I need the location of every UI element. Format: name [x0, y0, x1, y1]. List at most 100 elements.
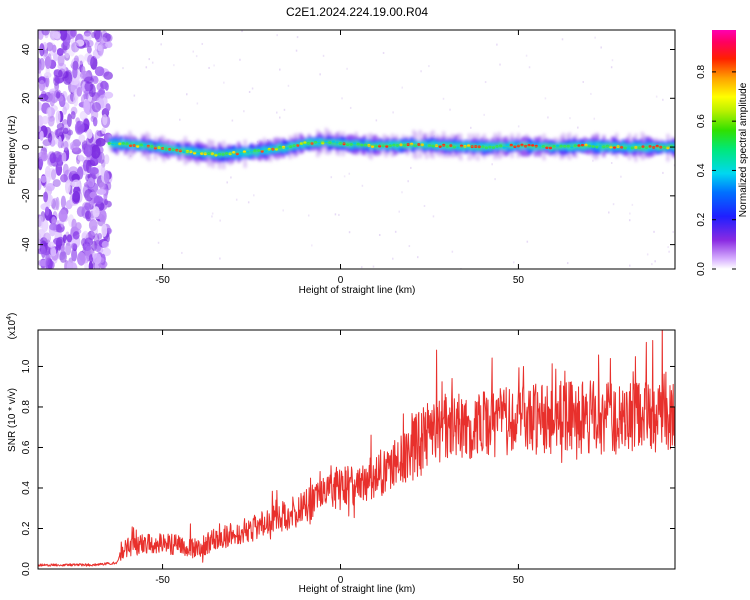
- noise-dot: [219, 219, 221, 222]
- noise-dot: [610, 66, 613, 69]
- ridge-cell: [493, 144, 497, 147]
- noise-dot: [235, 198, 238, 201]
- noise-blob: [41, 115, 49, 125]
- noise-dot: [256, 140, 259, 143]
- noise-blob: [81, 65, 86, 76]
- ridge-cell: [162, 146, 166, 152]
- ridge-cell: [305, 140, 309, 144]
- noise-blob: [61, 151, 67, 164]
- spectrogram-y-tick-label: -40: [21, 237, 32, 252]
- noise-dot: [566, 262, 569, 265]
- ridge-cell: [237, 150, 241, 156]
- noise-blob: [75, 39, 85, 47]
- noise-dot: [276, 34, 278, 37]
- ridge-hotspot: [317, 141, 321, 145]
- noise-blob: [99, 42, 104, 57]
- noise-blob: [45, 253, 50, 266]
- ridge-cell: [301, 141, 305, 149]
- noise-dot: [667, 246, 669, 249]
- noise-dot: [544, 97, 547, 100]
- ridge-cell: [130, 142, 134, 146]
- ridge-midline: [109, 141, 675, 155]
- ridge-cell: [613, 143, 617, 148]
- noise-dot: [295, 49, 298, 52]
- ridge-cell: [555, 146, 559, 150]
- noise-dot: [629, 212, 631, 215]
- ridge-cell: [312, 142, 315, 147]
- noise-blob: [71, 218, 77, 231]
- noise-blob: [70, 242, 78, 250]
- noise-blob: [38, 215, 44, 229]
- noise-blob: [87, 177, 95, 188]
- noise-dot: [247, 201, 250, 204]
- spectrogram-x-tick-label: -50: [155, 275, 170, 286]
- noise-dot: [612, 203, 615, 206]
- noise-blob: [84, 259, 89, 269]
- noise-blob: [43, 232, 52, 244]
- noise-dot: [517, 125, 520, 128]
- noise-blob: [53, 69, 59, 77]
- spectrogram-heatmap: [38, 30, 675, 269]
- noise-blob: [52, 179, 61, 187]
- noise-dot: [491, 163, 493, 166]
- ridge-hotspot: [249, 150, 254, 153]
- noise-dot: [279, 68, 281, 71]
- noise-blob: [82, 32, 92, 42]
- ridge-cell: [544, 143, 548, 148]
- snr-y-tick-label: 0.2: [21, 521, 32, 535]
- ridge-hotspot: [627, 146, 631, 150]
- ridge-hotspot: [609, 145, 613, 149]
- noise-blob: [55, 196, 60, 211]
- noise-blob: [90, 144, 101, 159]
- noise-dot: [186, 93, 188, 96]
- ridge-hotspot: [378, 144, 382, 148]
- noise-dot: [231, 119, 234, 122]
- ridge-cell: [534, 144, 538, 151]
- noise-blob: [62, 71, 73, 85]
- ridge-hotspot: [577, 144, 581, 148]
- ridge-cell: [297, 141, 301, 147]
- ridge-cell: [273, 147, 277, 153]
- noise-dot: [407, 180, 409, 183]
- noise-dot: [569, 117, 571, 120]
- spectrogram-x-tick-label: 0: [338, 275, 344, 286]
- noise-blob: [72, 231, 80, 240]
- spectrogram-ridge: [109, 127, 675, 170]
- ridge-cell: [546, 144, 550, 148]
- noise-dot: [157, 241, 160, 244]
- noise-blob: [71, 42, 80, 53]
- noise-blob: [89, 167, 99, 175]
- ridge-cell: [331, 142, 335, 146]
- ridge-cell: [312, 137, 315, 147]
- noise-dot: [525, 54, 528, 57]
- noise-blob: [52, 52, 58, 62]
- ridge-cell: [416, 144, 420, 148]
- noise-blob: [50, 169, 57, 181]
- spectrogram-y-tick-label: 20: [21, 92, 32, 104]
- noise-blob: [72, 191, 81, 203]
- ridge-cell: [610, 144, 614, 148]
- noise-blob: [44, 206, 50, 216]
- ridge-cell: [593, 142, 597, 148]
- noise-blob: [45, 42, 54, 52]
- noise-dot: [348, 172, 351, 175]
- noise-blob: [101, 127, 106, 135]
- noise-dot: [239, 58, 241, 61]
- noise-dot: [416, 256, 419, 259]
- ridge-cell: [585, 144, 589, 149]
- ridge-cell: [414, 142, 418, 146]
- noise-blob: [71, 142, 80, 152]
- noise-dot: [577, 126, 579, 129]
- noise-blob: [60, 244, 65, 253]
- noise-dot: [628, 219, 631, 222]
- noise-blob: [63, 140, 69, 151]
- noise-dot: [287, 84, 290, 87]
- ridge-hotspot: [228, 152, 232, 156]
- ridge-hotspot: [449, 144, 453, 148]
- ridge-cell: [487, 142, 491, 149]
- noise-blob: [41, 30, 50, 36]
- ridge-cell: [235, 150, 239, 154]
- ridge-cell: [444, 143, 448, 147]
- noise-blob: [66, 234, 73, 243]
- ridge-cell: [519, 144, 523, 150]
